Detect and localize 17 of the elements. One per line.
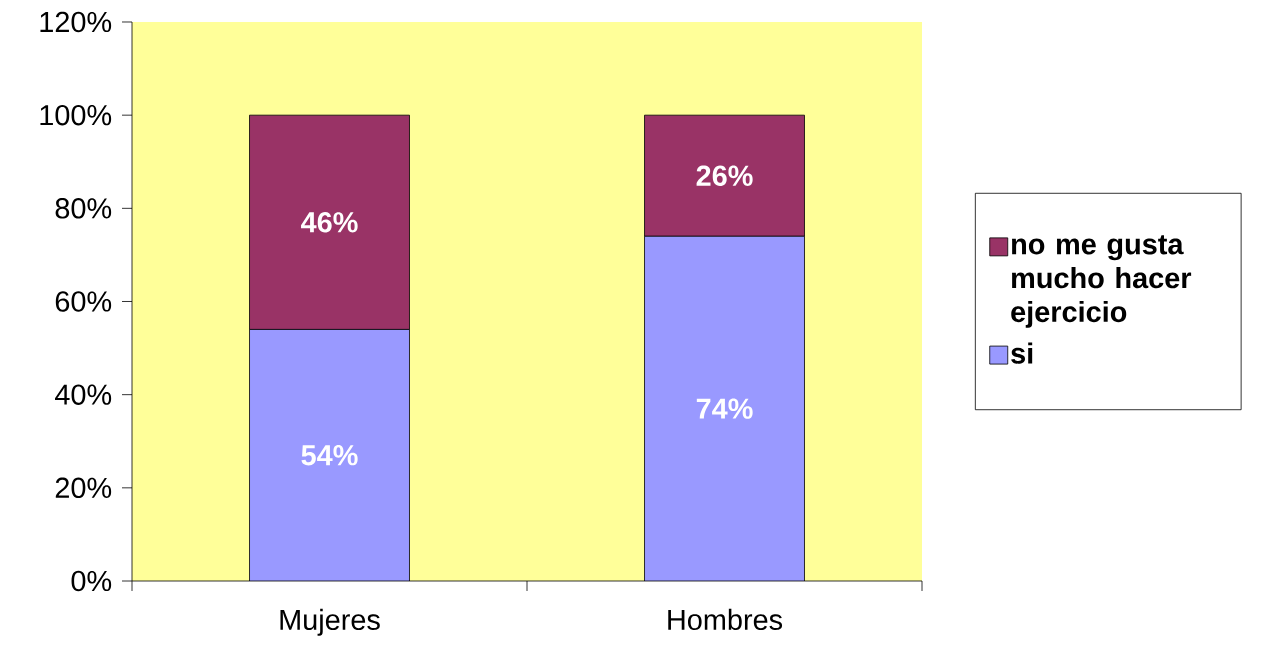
data-label: 26% [696,165,753,186]
data-label: 54% [301,445,358,466]
y-tick-label: 0% [71,570,112,592]
data-label: 74% [696,398,753,419]
y-tick-label: 120% [40,11,112,33]
y-tick-label: 40% [55,384,112,405]
bar [644,235,805,581]
data-label: 46% [301,212,358,233]
x-tick-label: Hombres [668,608,783,631]
legend-label: si [1011,342,1033,364]
x-tick-label: Mujeres [280,608,380,636]
y-tick-label: 60% [55,291,112,312]
y-tick-label: 20% [55,477,112,499]
bar [249,329,410,581]
y-tick-label: 80% [55,198,112,219]
y-tick-label: 100% [40,104,112,126]
legend-label: no me gusta mucho hacer ejercicio [1011,235,1192,328]
